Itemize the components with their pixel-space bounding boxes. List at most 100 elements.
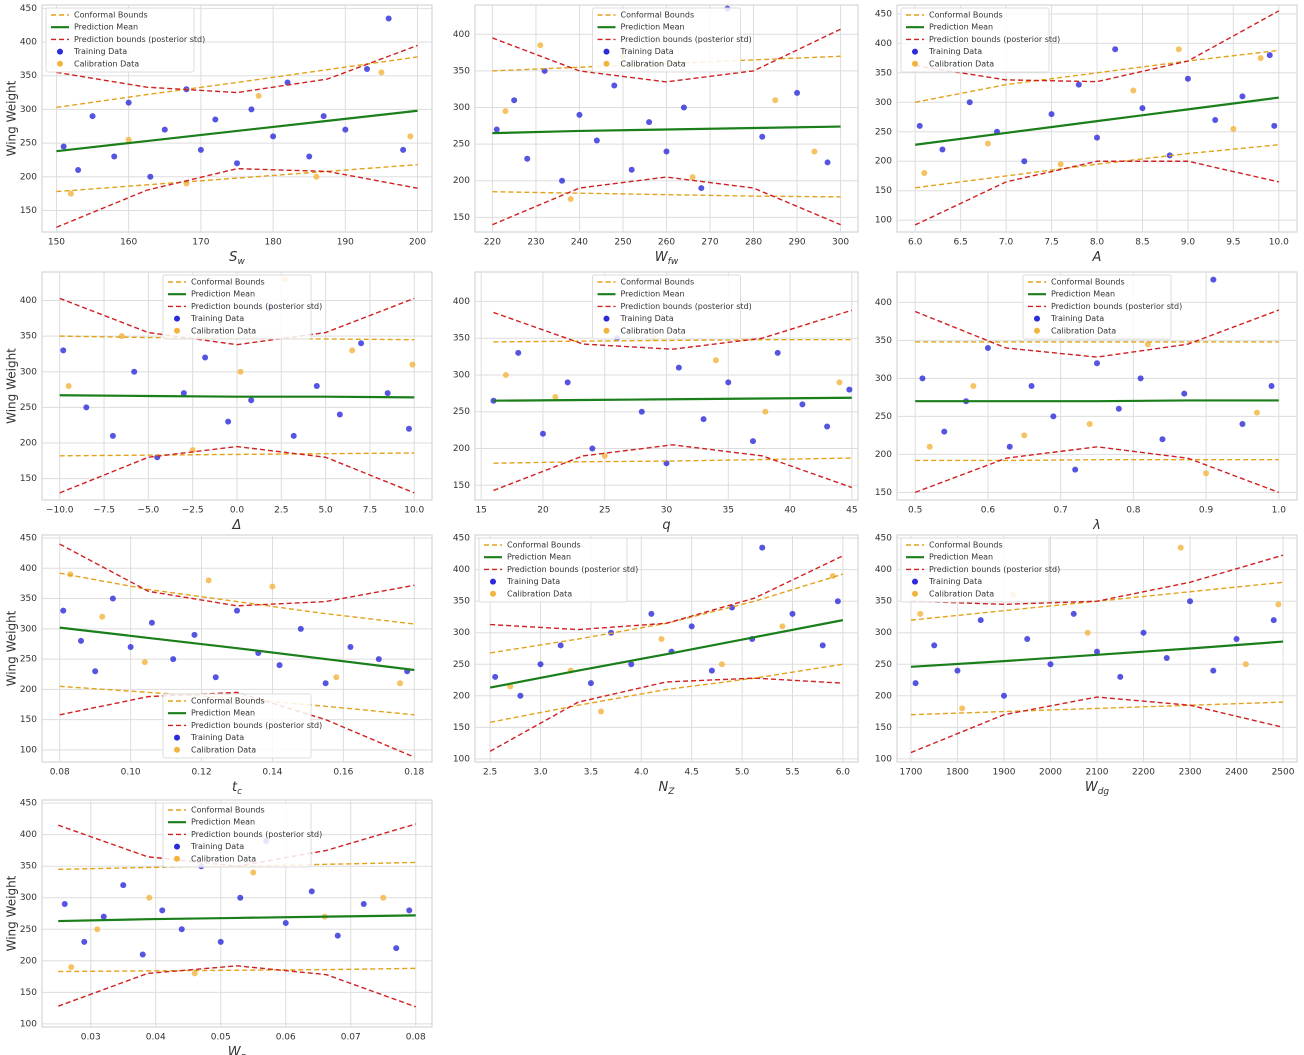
data-point (237, 894, 244, 901)
y-tick-label: 150 (875, 723, 892, 733)
data-point (148, 619, 155, 626)
data-point (409, 361, 416, 368)
data-point (248, 397, 255, 404)
x-tick-label: −2.5 (182, 506, 204, 516)
data-point (628, 661, 635, 668)
data-point (1230, 125, 1237, 132)
panel: 6.0 6.5 7.0 7.5 8.0 8.5 9.0 9.5 10.0 100 150 200 250… (875, 4, 1298, 265)
data-point (120, 882, 127, 889)
y-tick-label: 400 (875, 298, 892, 308)
x-tick-label: −5.0 (137, 506, 159, 516)
data-point (380, 894, 387, 901)
x-tick-label: 8.5 (1135, 238, 1149, 248)
legend-label: Conformal Bounds (191, 278, 265, 287)
data-point (191, 631, 198, 638)
line (489, 677, 843, 752)
data-point (170, 656, 177, 663)
x-axis-symbol: W (228, 1045, 242, 1055)
line (492, 191, 841, 198)
y-tick-label: 100 (453, 754, 470, 764)
x-tick-label: 45 (846, 506, 857, 516)
line (58, 914, 416, 923)
data-point (511, 97, 518, 104)
x-axis-label: Δ (232, 518, 242, 533)
line (56, 56, 418, 109)
x-tick-label: 0.16 (333, 768, 353, 778)
data-point (384, 390, 391, 397)
x-axis-label: A (1092, 250, 1102, 265)
x-axis-subscript: c (237, 787, 242, 797)
data-point (970, 383, 977, 389)
legend-label: Calibration Data (929, 589, 994, 598)
x-tick-label: 35 (723, 506, 734, 516)
data-point (202, 354, 209, 361)
legend-label: Prediction Mean (621, 23, 685, 32)
x-axis-label: Wdg (1085, 780, 1110, 797)
x-axis-label: Wfw (655, 250, 679, 267)
data-point (819, 642, 826, 649)
x-tick-label: 220 (484, 238, 501, 248)
line (493, 444, 853, 492)
legend-label: Prediction bounds (posterior std) (1051, 302, 1182, 311)
data-point (1144, 341, 1151, 348)
legend-marker (174, 327, 180, 334)
data-point (109, 432, 116, 439)
data-point (333, 674, 340, 681)
line (492, 125, 841, 135)
legend-label: Training Data (1050, 314, 1104, 323)
y-tick-label: 200 (20, 685, 37, 695)
data-point (1075, 81, 1082, 88)
legend-label: Prediction Mean (929, 553, 993, 562)
y-tick-label: 150 (875, 488, 892, 498)
x-axis-subscript: dg (1098, 787, 1110, 797)
data-point (1184, 75, 1191, 82)
x-tick-label: 40 (784, 506, 796, 516)
line (489, 619, 844, 689)
y-tick-label: 350 (20, 862, 37, 872)
data-point (1266, 52, 1273, 59)
data-point (779, 623, 786, 630)
data-point (493, 126, 500, 133)
data-point (552, 394, 559, 401)
x-tick-label: 9.0 (1181, 238, 1196, 248)
legend-marker (912, 578, 918, 585)
data-point (759, 544, 766, 551)
y-tick-label: 400 (20, 564, 37, 574)
x-axis-label: q (662, 518, 670, 533)
legend-box (1022, 274, 1172, 340)
legend-label: Conformal Bounds (929, 11, 1003, 20)
line (490, 555, 844, 631)
y-tick-label: 150 (453, 213, 470, 223)
data-point (347, 643, 354, 650)
x-axis-symbol: W (1085, 780, 1099, 795)
data-point (917, 610, 924, 617)
legend-label: Training Data (506, 577, 560, 586)
y-tick-label: 450 (20, 534, 37, 544)
y-tick-label: 400 (453, 297, 470, 307)
data-point (1021, 432, 1028, 439)
x-tick-label: 30 (661, 506, 673, 516)
x-tick-label: 7.0 (999, 238, 1014, 248)
y-axis-label: Wing Weight (5, 875, 19, 951)
data-point (1000, 692, 1007, 699)
line (59, 445, 415, 494)
data-point (1006, 443, 1013, 450)
x-tick-label: 0.7 (1053, 506, 1067, 516)
data-point (749, 438, 756, 445)
data-point (342, 126, 349, 133)
legend: Conformal Bounds Prediction Mean Predictio… (592, 7, 752, 73)
legend-marker (603, 60, 610, 67)
y-tick-label: 400 (875, 39, 892, 49)
x-tick-label: 2.5 (274, 506, 288, 516)
data-point (212, 674, 219, 681)
y-tick-label: 250 (20, 655, 37, 665)
data-point (68, 964, 75, 971)
y-tick-label: 350 (20, 594, 37, 604)
x-tick-label: 5.0 (735, 768, 750, 778)
data-point (1212, 116, 1219, 123)
legend-label: Calibration Data (191, 745, 256, 754)
x-tick-label: 0.03 (81, 1033, 101, 1043)
legend-label: Calibration Data (621, 59, 686, 68)
y-tick-label: 350 (453, 66, 470, 76)
data-point (234, 607, 240, 614)
